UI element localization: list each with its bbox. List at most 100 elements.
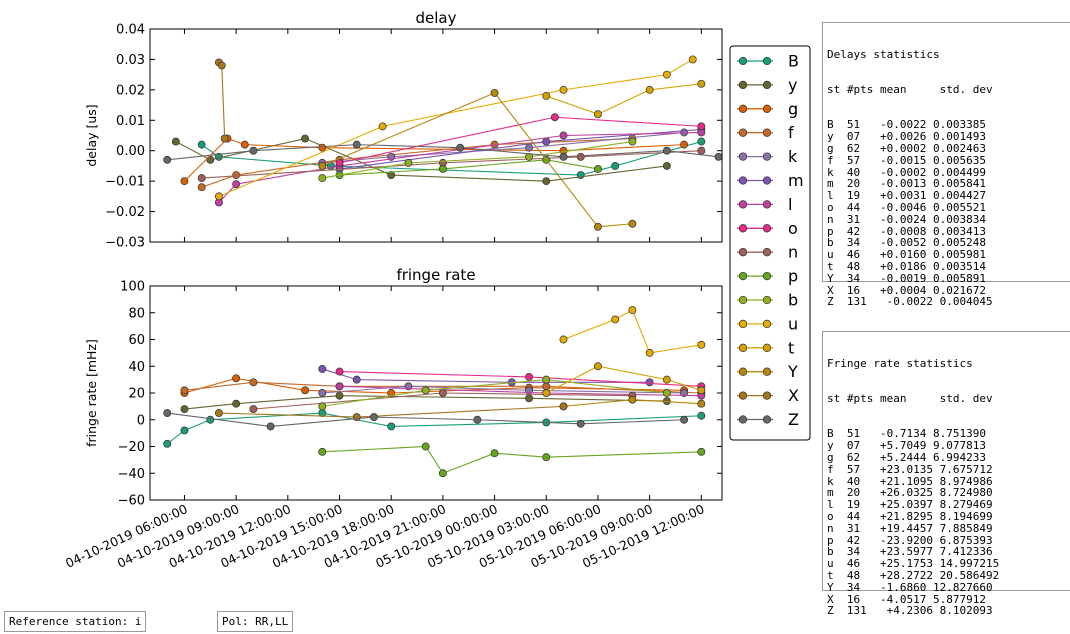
data-point	[180, 177, 189, 186]
data-point	[697, 137, 706, 146]
data-point	[206, 415, 215, 424]
data-point	[352, 413, 361, 422]
legend-marker	[762, 152, 772, 161]
y-tick-label: −0.03	[105, 236, 145, 251]
legend-marker	[762, 200, 772, 209]
legend-marker	[738, 56, 748, 66]
fringe-rate-series-u	[559, 306, 706, 357]
y-tick-label: −40	[118, 467, 145, 482]
data-point	[662, 161, 671, 170]
delay-stats-row: Z 131 -0.0022 0.004045	[827, 295, 993, 309]
legend-marker	[762, 343, 772, 352]
delay-series-Z	[163, 140, 723, 164]
data-point	[232, 399, 241, 408]
legend-label: t	[788, 338, 794, 357]
y-tick-label: 0.00	[116, 144, 145, 159]
delay-series-b	[318, 137, 637, 183]
legend-marker	[762, 56, 772, 66]
data-point	[318, 364, 327, 373]
data-point	[697, 411, 706, 420]
legend-label: Y	[787, 362, 798, 381]
data-point	[714, 152, 723, 161]
legend-marker	[762, 319, 772, 329]
data-point	[421, 442, 430, 451]
legend-marker	[762, 80, 772, 90]
data-point	[378, 122, 387, 131]
data-point	[490, 449, 499, 458]
delay-statistics-box: Delays statistics st #pts mean std. dev …	[822, 22, 1070, 308]
data-point	[214, 409, 223, 418]
delay-series-t	[542, 79, 706, 119]
series-line	[322, 379, 667, 407]
series-line	[339, 159, 599, 176]
data-point	[180, 386, 189, 395]
y-tick-label: 100	[120, 280, 145, 295]
rate-stats-row: o 44 +21.8295 8.194699	[827, 509, 993, 523]
data-point	[335, 382, 344, 391]
legend-marker	[738, 415, 748, 424]
data-point	[525, 152, 533, 161]
data-point	[542, 177, 551, 186]
legend-marker	[738, 295, 748, 305]
data-point	[249, 405, 258, 413]
rate-stats-row: X 16 -4.0517 5.877912	[827, 592, 986, 606]
delay-y-axis-label: delay [us]	[84, 104, 99, 166]
legend-marker	[762, 104, 772, 113]
legend-label: B	[788, 52, 799, 71]
delay-stats-rows: B 51 -0.0022 0.003385 y 07 +0.0026 0.0014…	[827, 119, 1067, 308]
delay-stats-row: g 62 +0.0002 0.002463	[827, 141, 986, 155]
legend-marker	[738, 152, 748, 161]
legend-marker	[738, 80, 748, 90]
data-point	[197, 140, 206, 149]
data-point	[387, 422, 396, 431]
data-point	[266, 422, 275, 431]
delay-stats-row: X 16 +0.0004 0.021672	[827, 283, 986, 297]
legend-marker	[738, 248, 748, 257]
data-point	[697, 79, 706, 88]
data-point	[611, 315, 620, 324]
data-point	[163, 155, 172, 164]
legend-marker	[738, 343, 748, 352]
legend-label: u	[788, 314, 798, 333]
legend-marker	[738, 391, 748, 400]
delay-stats-row: p 42 -0.0008 0.003413	[827, 224, 986, 238]
data-point	[318, 402, 327, 411]
delay-stats-row: l 19 +0.0031 0.004427	[827, 189, 986, 203]
delay-title: delay	[416, 9, 457, 27]
data-point	[197, 183, 206, 192]
data-point	[214, 192, 223, 201]
data-point	[542, 389, 551, 397]
data-point	[645, 378, 654, 387]
data-point	[370, 413, 378, 422]
data-point	[318, 161, 327, 170]
delay-series-Y	[318, 88, 637, 231]
data-point	[697, 399, 706, 408]
data-point	[594, 110, 602, 119]
data-point	[542, 375, 551, 384]
series-line	[546, 83, 702, 115]
data-point	[697, 386, 706, 395]
delay-stats-title: Delays statistics	[827, 47, 940, 61]
rate-stats-title: Fringe rate statistics	[827, 356, 973, 370]
data-point	[550, 113, 559, 122]
legend-label: p	[788, 267, 798, 286]
data-point	[249, 378, 258, 387]
data-point	[542, 137, 551, 146]
data-point	[490, 88, 499, 97]
data-point	[352, 140, 361, 149]
data-point	[197, 174, 206, 183]
data-point	[301, 386, 310, 395]
data-point	[662, 389, 671, 397]
data-point	[438, 469, 447, 478]
data-point	[576, 152, 585, 161]
rate-stats-row: f 57 +23.0135 7.675712	[827, 462, 993, 476]
y-tick-label: 0.04	[116, 23, 145, 38]
rate-stats-row: u 46 +25.1753 14.997215	[827, 557, 1000, 571]
legend-marker	[738, 128, 748, 137]
rate-stats-row: t 48 +28.2722 20.586492	[827, 568, 1000, 582]
delay-stats-row: k 40 -0.0002 0.004499	[827, 165, 986, 179]
data-point	[542, 453, 551, 462]
rate-stats-header: st #pts mean std. dev	[827, 391, 993, 405]
legend-marker	[738, 104, 748, 113]
fringe-rate-series-B	[163, 409, 706, 448]
